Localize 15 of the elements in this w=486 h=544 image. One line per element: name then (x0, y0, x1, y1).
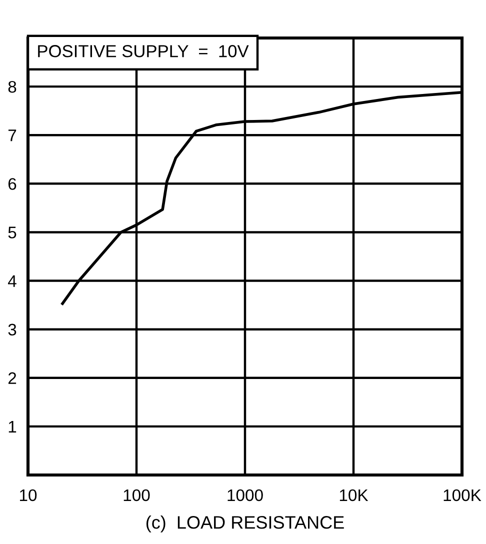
y-tick-label: 4 (8, 275, 16, 287)
x-axis-title: (c) LOAD RESISTANCE (146, 516, 344, 532)
x-tick-label: 1000 (228, 489, 263, 502)
y-tick-label: 8 (8, 80, 16, 93)
y-tick-label: 6 (8, 178, 16, 190)
y-tick-label: 2 (8, 372, 16, 384)
x-tick-label: 100 (124, 489, 150, 502)
x-tick-label: 10K (340, 489, 368, 502)
y-tick-label: 5 (8, 226, 16, 238)
y-tick-label: 7 (8, 130, 16, 142)
y-tick-label: 1 (8, 421, 16, 432)
annotation: POSITIVE SUPPLY = 10V (38, 45, 249, 58)
x-tick-label: 100K (444, 489, 482, 502)
y-tick-label: 3 (8, 324, 16, 336)
x-tick-label: 10 (20, 489, 37, 502)
